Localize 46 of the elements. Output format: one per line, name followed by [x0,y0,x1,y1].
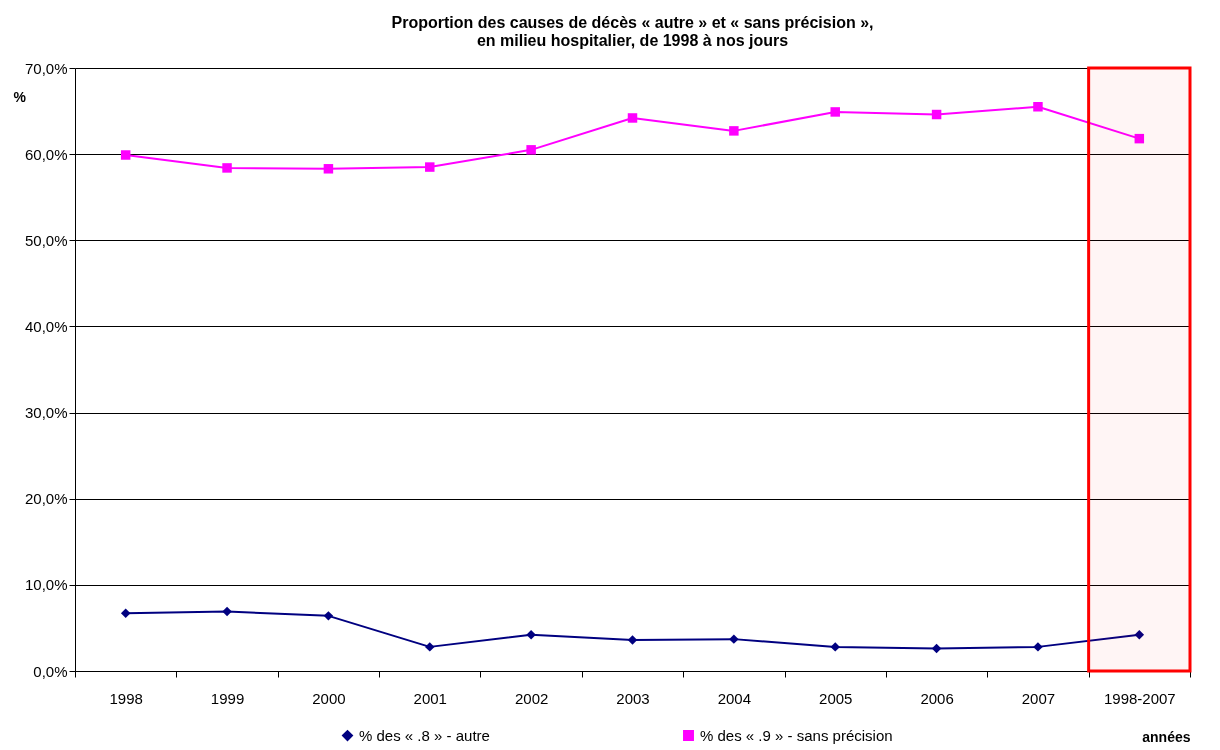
y-tick-label: 40,0% [24,317,68,335]
x-tick-label: 1998-2007 [1103,689,1176,707]
x-tick-label: 2005 [819,689,853,707]
x-tick-label: 2003 [616,689,650,707]
point [526,145,536,155]
text: en milieu hospitalier, de 1998 à nos jours [476,32,789,49]
point [931,109,942,120]
point [729,634,739,644]
point [830,642,840,652]
point [1134,133,1145,144]
y-tick-label: 70,0% [24,59,68,77]
x-tick-label: 2001 [413,689,447,707]
point [425,642,435,652]
x-axis-title: années [1142,728,1191,745]
point [323,164,334,174]
point [1134,630,1145,640]
point [830,107,840,117]
y-tick-label: 20,0% [24,490,68,508]
text: Proportion des causes de décès « autre » et « sans précision », [391,14,874,31]
x-tick-label: 2006 [920,689,954,707]
point [222,163,232,173]
legend-label: % des « .8 » - autre [359,726,490,744]
x-tick-label: 1999 [210,689,245,707]
point [323,611,334,621]
y-tick-label: 50,0% [24,231,68,249]
x-tick-label: 2007 [1021,689,1056,707]
legend-label: % des « .9 » - sans précision [700,726,893,744]
y-tick-label: 10,0% [24,576,68,594]
point [1033,102,1043,112]
point [425,162,435,172]
point [627,635,638,645]
point [222,606,232,617]
x-tick-label: 1998 [109,689,143,707]
point [729,126,739,136]
y-tick-label: 0,0% [33,662,68,680]
point [120,608,131,619]
x-tick-label: 2004 [717,689,752,707]
x-tick-label: 2000 [312,689,346,707]
y-tick-label: 30,0% [24,404,68,422]
point [931,643,942,654]
point [627,113,638,123]
y-tick-label: 60,0% [24,145,68,163]
point [526,630,536,640]
point [120,150,131,160]
x-tick-label: 2002 [514,689,549,707]
y-axis-title: % [13,88,27,105]
